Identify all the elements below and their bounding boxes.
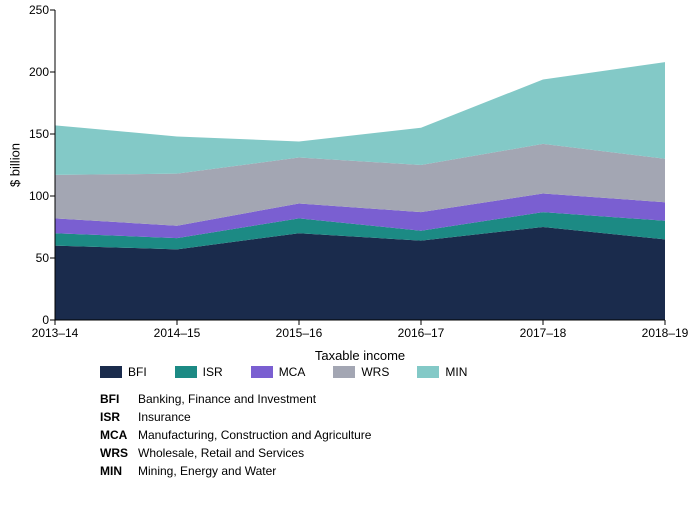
definition-name: Insurance bbox=[138, 408, 191, 426]
legend-item-wrs: WRS bbox=[333, 365, 389, 379]
definition-abbr: MIN bbox=[100, 462, 138, 480]
y-tick-label: 200 bbox=[29, 65, 55, 79]
definition-abbr: BFI bbox=[100, 390, 138, 408]
x-tick-label: 2013–14 bbox=[32, 320, 79, 340]
y-tick-label: 50 bbox=[36, 251, 55, 265]
definition-abbr: ISR bbox=[100, 408, 138, 426]
definition-name: Wholesale, Retail and Services bbox=[138, 444, 304, 462]
legend-item-isr: ISR bbox=[175, 365, 223, 379]
series-definitions: BFIBanking, Finance and InvestmentISRIns… bbox=[100, 390, 371, 480]
legend-swatch bbox=[251, 366, 273, 378]
definition-name: Banking, Finance and Investment bbox=[138, 390, 316, 408]
y-tick-label: 100 bbox=[29, 189, 55, 203]
legend-label: MCA bbox=[279, 365, 306, 379]
definition-abbr: WRS bbox=[100, 444, 138, 462]
legend-item-mca: MCA bbox=[251, 365, 306, 379]
chart-legend: BFI ISR MCA WRS MIN bbox=[100, 365, 495, 379]
plot-area: 0501001502002502013–142014–152015–162016… bbox=[55, 10, 665, 320]
legend-swatch bbox=[333, 366, 355, 378]
definition-row-wrs: WRSWholesale, Retail and Services bbox=[100, 444, 371, 462]
definition-row-bfi: BFIBanking, Finance and Investment bbox=[100, 390, 371, 408]
definition-name: Manufacturing, Construction and Agricult… bbox=[138, 426, 371, 444]
legend-item-min: MIN bbox=[417, 365, 467, 379]
y-tick-label: 250 bbox=[29, 3, 55, 17]
definition-name: Mining, Energy and Water bbox=[138, 462, 276, 480]
legend-label: MIN bbox=[445, 365, 467, 379]
x-tick-label: 2018–19 bbox=[642, 320, 689, 340]
x-tick-label: 2017–18 bbox=[520, 320, 567, 340]
legend-label: WRS bbox=[361, 365, 389, 379]
x-axis-title: Taxable income bbox=[315, 348, 405, 363]
stacked-area-chart: 0501001502002502013–142014–152015–162016… bbox=[0, 0, 689, 519]
definition-row-isr: ISRInsurance bbox=[100, 408, 371, 426]
legend-item-bfi: BFI bbox=[100, 365, 147, 379]
definition-row-min: MINMining, Energy and Water bbox=[100, 462, 371, 480]
y-axis-title: $ billion bbox=[8, 143, 23, 187]
legend-label: BFI bbox=[128, 365, 147, 379]
x-tick-label: 2016–17 bbox=[398, 320, 445, 340]
x-tick-label: 2015–16 bbox=[276, 320, 323, 340]
definition-row-mca: MCAManufacturing, Construction and Agric… bbox=[100, 426, 371, 444]
legend-swatch bbox=[100, 366, 122, 378]
y-tick-label: 150 bbox=[29, 127, 55, 141]
definition-abbr: MCA bbox=[100, 426, 138, 444]
legend-label: ISR bbox=[203, 365, 223, 379]
x-tick-label: 2014–15 bbox=[154, 320, 201, 340]
legend-swatch bbox=[175, 366, 197, 378]
chart-svg bbox=[55, 10, 665, 320]
legend-swatch bbox=[417, 366, 439, 378]
